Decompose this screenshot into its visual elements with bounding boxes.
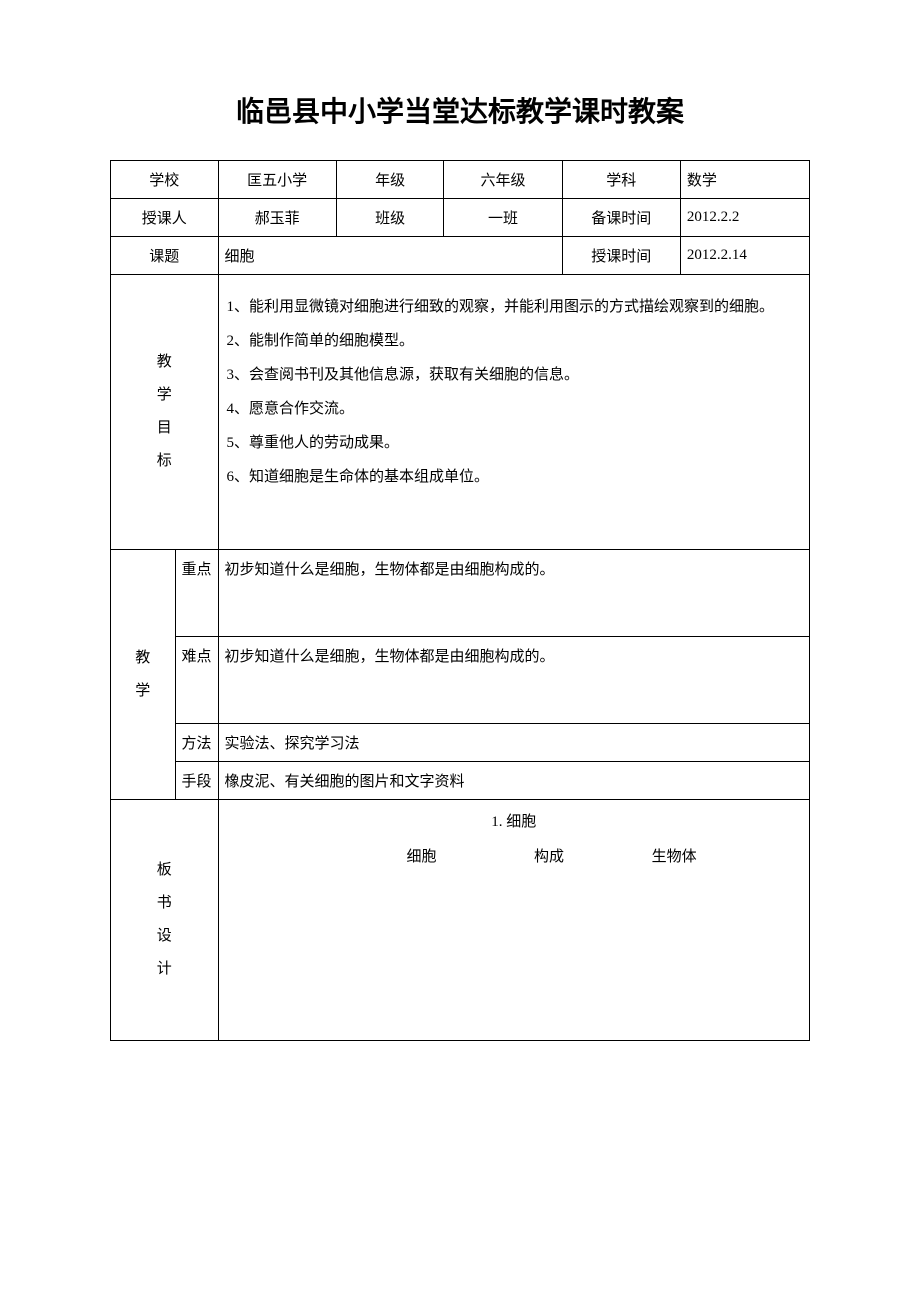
goal-item: 3、会查阅书刊及其他信息源，获取有关细胞的信息。 (227, 363, 801, 387)
board-line2: 细胞 构成 生物体 (227, 845, 801, 866)
key-point-row: 教 学 重点 初步知道什么是细胞，生物体都是由细胞构成的。 (111, 550, 810, 637)
key-label: 重点 (175, 550, 218, 637)
means-label: 手段 (175, 762, 218, 800)
document-title: 临邑县中小学当堂达标教学课时教案 (110, 90, 810, 130)
teach-time-value: 2012.2.14 (680, 237, 809, 275)
prep-time-value: 2012.2.2 (680, 199, 809, 237)
method-label: 方法 (175, 724, 218, 762)
board-word-organism: 生物体 (652, 845, 697, 866)
board-label: 板 书 设 计 (111, 800, 219, 1041)
goal-item: 4、愿意合作交流。 (227, 397, 801, 421)
board-content: 1. 细胞 细胞 构成 生物体 (218, 800, 809, 1041)
difficulty-row: 难点 初步知道什么是细胞，生物体都是由细胞构成的。 (111, 637, 810, 724)
board-design-row: 板 书 设 计 1. 细胞 细胞 构成 生物体 (111, 800, 810, 1041)
difficulty-value: 初步知道什么是细胞，生物体都是由细胞构成的。 (218, 637, 809, 724)
lesson-plan-table: 学校 匡五小学 年级 六年级 学科 数学 授课人 郝玉菲 班级 一班 备课时间 … (110, 160, 810, 1041)
school-value: 匡五小学 (218, 161, 336, 199)
header-row-2: 授课人 郝玉菲 班级 一班 备课时间 2012.2.2 (111, 199, 810, 237)
teaching-group-label: 教 学 (111, 550, 176, 800)
goal-item: 6、知道细胞是生命体的基本组成单位。 (227, 465, 801, 489)
subject-label: 学科 (562, 161, 680, 199)
key-value: 初步知道什么是细胞，生物体都是由细胞构成的。 (218, 550, 809, 637)
topic-value: 细胞 (218, 237, 562, 275)
class-label: 班级 (336, 199, 444, 237)
grade-label: 年级 (336, 161, 444, 199)
grade-value: 六年级 (444, 161, 562, 199)
class-value: 一班 (444, 199, 562, 237)
subject-value: 数学 (680, 161, 809, 199)
means-row: 手段 橡皮泥、有关细胞的图片和文字资料 (111, 762, 810, 800)
header-row-1: 学校 匡五小学 年级 六年级 学科 数学 (111, 161, 810, 199)
header-row-3: 课题 细胞 授课时间 2012.2.14 (111, 237, 810, 275)
board-word-compose: 构成 (534, 845, 564, 866)
board-word-cell: 细胞 (407, 845, 437, 866)
teacher-value: 郝玉菲 (218, 199, 336, 237)
goals-content: 1、能利用显微镜对细胞进行细致的观察，并能利用图示的方式描绘观察到的细胞。 2、… (218, 275, 809, 550)
method-value: 实验法、探究学习法 (218, 724, 809, 762)
means-value: 橡皮泥、有关细胞的图片和文字资料 (218, 762, 809, 800)
goal-spacer (227, 499, 801, 529)
prep-time-label: 备课时间 (562, 199, 680, 237)
school-label: 学校 (111, 161, 219, 199)
goal-item: 1、能利用显微镜对细胞进行细致的观察，并能利用图示的方式描绘观察到的细胞。 (227, 295, 801, 319)
topic-label: 课题 (111, 237, 219, 275)
goals-label: 教 学 目 标 (111, 275, 219, 550)
teacher-label: 授课人 (111, 199, 219, 237)
method-row: 方法 实验法、探究学习法 (111, 724, 810, 762)
goals-row: 教 学 目 标 1、能利用显微镜对细胞进行细致的观察，并能利用图示的方式描绘观察… (111, 275, 810, 550)
lesson-plan-page: 临邑县中小学当堂达标教学课时教案 学校 匡五小学 年级 六年级 学科 数学 授课… (0, 0, 920, 1101)
difficulty-label: 难点 (175, 637, 218, 724)
board-line1: 1. 细胞 (227, 810, 801, 831)
goal-item: 2、能制作简单的细胞模型。 (227, 329, 801, 353)
goal-item: 5、尊重他人的劳动成果。 (227, 431, 801, 455)
teach-time-label: 授课时间 (562, 237, 680, 275)
